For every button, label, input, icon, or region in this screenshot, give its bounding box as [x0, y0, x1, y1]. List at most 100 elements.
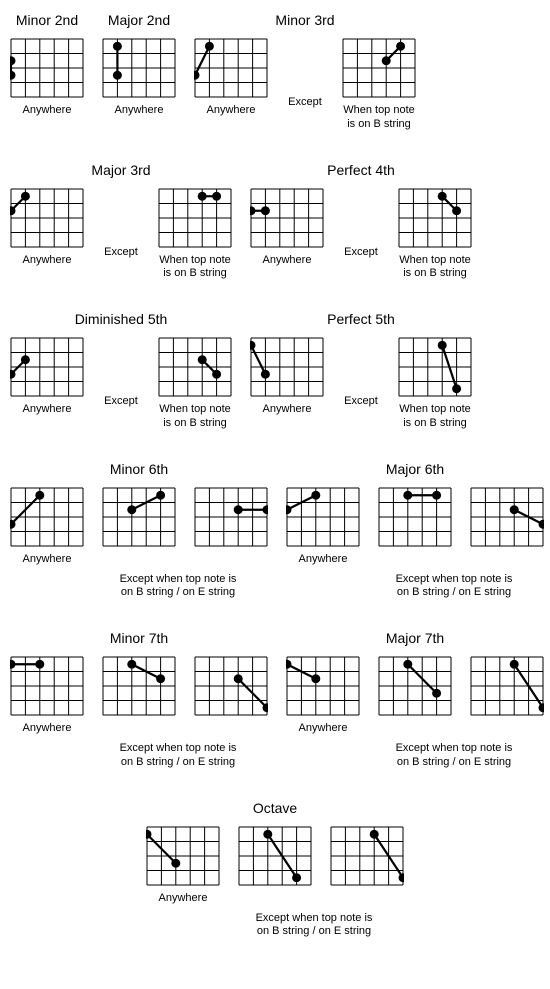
shape-caption: When top noteis on B string [343, 104, 415, 132]
interval-group: Minor 3rd Anywhere Except When top noteis o… [192, 12, 418, 132]
interval-title: Major 3rd [91, 162, 150, 180]
fretboard-diagram [378, 656, 452, 716]
shape-caption: Anywhere [299, 722, 348, 736]
shapes-row: Anywhere [8, 38, 86, 118]
interval-group: Minor 2ndAnywhere [8, 12, 86, 118]
shapes-row: Anywhere [8, 487, 270, 567]
fret-shape [328, 826, 406, 886]
fret-shape: Anywhere [8, 337, 86, 417]
fret-shape: Anywhere [8, 38, 86, 118]
fretboard-diagram [470, 656, 544, 716]
except-label: Except [100, 337, 142, 409]
interval-group: Major 6th Anywhere Except when top note is… [284, 461, 546, 601]
fret-shape: Anywhere [8, 487, 86, 567]
shape-caption: Anywhere [263, 403, 312, 417]
fretboard-diagram [286, 487, 360, 547]
interval-title: Minor 7th [110, 630, 168, 648]
shapes-row: Anywhere Except When top noteis on B strin… [192, 38, 418, 132]
except-label: Except [340, 337, 382, 409]
shape-caption: Anywhere [207, 104, 256, 118]
interval-group: Major 2ndAnywhere [100, 12, 178, 118]
fret-shape [376, 487, 454, 547]
fretboard-diagram [286, 656, 360, 716]
interval-title: Perfect 4th [327, 162, 395, 180]
fretboard-diagram [102, 487, 176, 547]
interval-row: Minor 2ndAnywhereMajor 2ndAnywhereMinor … [8, 12, 542, 132]
fret-shape [236, 826, 314, 886]
shape-caption: Anywhere [23, 403, 72, 417]
fretboard-diagram [238, 826, 312, 886]
interval-row: Minor 7th Anywhere Except when top note is… [8, 630, 542, 770]
interval-title: Minor 3rd [275, 12, 334, 30]
fretboard-diagram [250, 188, 324, 248]
interval-title: Diminished 5th [75, 311, 168, 329]
fret-shape [468, 487, 546, 547]
interval-title: Major 7th [386, 630, 444, 648]
fretboard-diagram [158, 188, 232, 248]
shapes-row: Anywhere Except When top noteis on B strin… [8, 188, 234, 282]
shape-caption: Anywhere [23, 254, 72, 268]
fret-shape: When top noteis on B string [156, 188, 234, 282]
except-label: Except [340, 188, 382, 260]
interval-title: Major 6th [386, 461, 444, 479]
fret-shape: When top noteis on B string [340, 38, 418, 132]
fret-shape: Anywhere [8, 656, 86, 736]
interval-chart: Minor 2ndAnywhereMajor 2ndAnywhereMinor … [8, 12, 542, 939]
fretboard-diagram [10, 38, 84, 98]
shapes-row: Anywhere Except When top noteis on B strin… [8, 337, 234, 431]
except-label: Except [284, 38, 326, 110]
fret-shape [376, 656, 454, 716]
fretboard-diagram [10, 487, 84, 547]
fretboard-diagram [158, 337, 232, 397]
fretboard-diagram [146, 826, 220, 886]
interval-group: OctaveAnywhereExcept when top note ison … [144, 800, 406, 940]
shapes-row: Anywhere [284, 487, 546, 567]
shapes-row: AnywhereExceptWhen top noteis on B strin… [248, 188, 474, 282]
fretboard-diagram [330, 826, 404, 886]
fretboard-diagram [10, 337, 84, 397]
fret-shape [468, 656, 546, 716]
fret-shape [100, 656, 178, 716]
interval-group: Major 3rd Anywhere Except When top noteis o… [8, 162, 234, 282]
shape-caption: Anywhere [263, 254, 312, 268]
fret-shape: Anywhere [248, 337, 326, 417]
interval-group: Minor 6th Anywhere Except when top note is… [8, 461, 270, 601]
fretboard-diagram [378, 487, 452, 547]
interval-title: Minor 6th [110, 461, 168, 479]
fretboard-diagram [342, 38, 416, 98]
shape-caption: Anywhere [159, 892, 208, 906]
interval-group: Perfect 4thAnywhereExceptWhen top noteis… [248, 162, 474, 282]
fretboard-diagram [470, 487, 544, 547]
interval-group: Perfect 5thAnywhereExceptWhen top noteis… [248, 311, 474, 431]
fretboard-diagram [194, 656, 268, 716]
fretboard-diagram [398, 188, 472, 248]
fretboard-diagram [398, 337, 472, 397]
shape-caption: Anywhere [299, 553, 348, 567]
interval-row: Major 3rd Anywhere Except When top noteis o… [8, 162, 542, 282]
interval-group: Minor 7th Anywhere Except when top note is… [8, 630, 270, 770]
fret-shape: Anywhere [100, 38, 178, 118]
fretboard-diagram [10, 656, 84, 716]
fretboard-diagram [102, 38, 176, 98]
shape-caption: Anywhere [23, 722, 72, 736]
fret-shape [192, 487, 270, 547]
fretboard-diagram [194, 38, 268, 98]
shared-caption: Except when top note ison B string / on … [8, 573, 270, 601]
fret-shape: Anywhere [248, 188, 326, 268]
fret-shape: When top noteis on B string [156, 337, 234, 431]
fret-shape: Anywhere [144, 826, 222, 906]
except-label: Except [100, 188, 142, 260]
interval-row: Diminished 5th Anywhere Except When top not… [8, 311, 542, 431]
fretboard-diagram [102, 656, 176, 716]
fretboard-diagram [250, 337, 324, 397]
fretboard-diagram [10, 188, 84, 248]
shape-caption: Anywhere [115, 104, 164, 118]
shapes-row: Anywhere [144, 826, 406, 906]
shape-caption: When top noteis on B string [159, 254, 231, 282]
shared-caption: Except when top note ison B string / on … [8, 742, 270, 770]
shape-caption: Anywhere [23, 553, 72, 567]
fret-shape: Anywhere [284, 487, 362, 567]
shared-caption: Except when top note ison B string / on … [284, 573, 546, 601]
fret-shape: When top noteis on B string [396, 337, 474, 431]
fret-shape: Anywhere [284, 656, 362, 736]
